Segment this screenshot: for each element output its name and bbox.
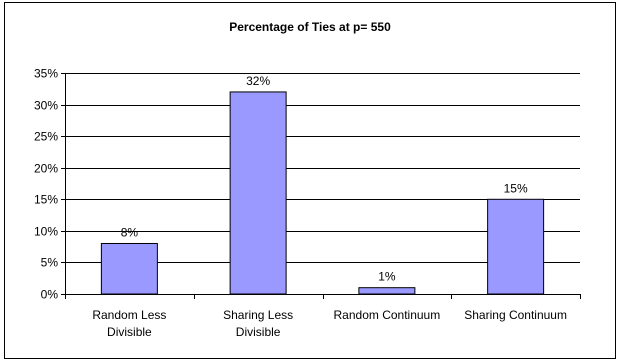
x-category-label: Random Less (92, 308, 166, 322)
x-category-label: Divisible (236, 325, 281, 339)
bar (100, 242, 158, 295)
data-label: 15% (504, 181, 528, 195)
bar (487, 198, 545, 295)
bar (229, 91, 287, 295)
y-tick-label: 25% (34, 130, 58, 144)
data-label: 8% (121, 225, 139, 239)
data-labels: 8% 32% 1% 15% (121, 74, 528, 284)
axes (61, 73, 581, 299)
x-category-label: Sharing Less (223, 308, 293, 322)
data-label: 32% (246, 74, 270, 88)
x-category-label: Divisible (107, 325, 152, 339)
x-axis-category-labels: Random Less Divisible Sharing Less Divisibl… (92, 308, 567, 339)
bars (100, 91, 545, 295)
data-label: 1% (378, 270, 396, 284)
y-tick-label: 30% (34, 99, 58, 113)
y-tick-label: 5% (41, 256, 59, 270)
y-tick-label: 35% (34, 67, 58, 81)
y-axis-tick-labels: 0% 5% 10% 15% 20% 25% 30% 35% (34, 67, 58, 302)
chart-frame (4, 2, 616, 359)
y-tick-label: 10% (34, 225, 58, 239)
y-tick-label: 0% (41, 288, 59, 302)
chart-title: Percentage of Ties at p= 550 (229, 20, 391, 34)
x-category-label: Random Continuum (334, 308, 441, 322)
bar (358, 287, 416, 295)
y-tick-label: 15% (34, 193, 58, 207)
x-category-label: Sharing Continuum (464, 308, 567, 322)
y-tick-label: 20% (34, 162, 58, 176)
